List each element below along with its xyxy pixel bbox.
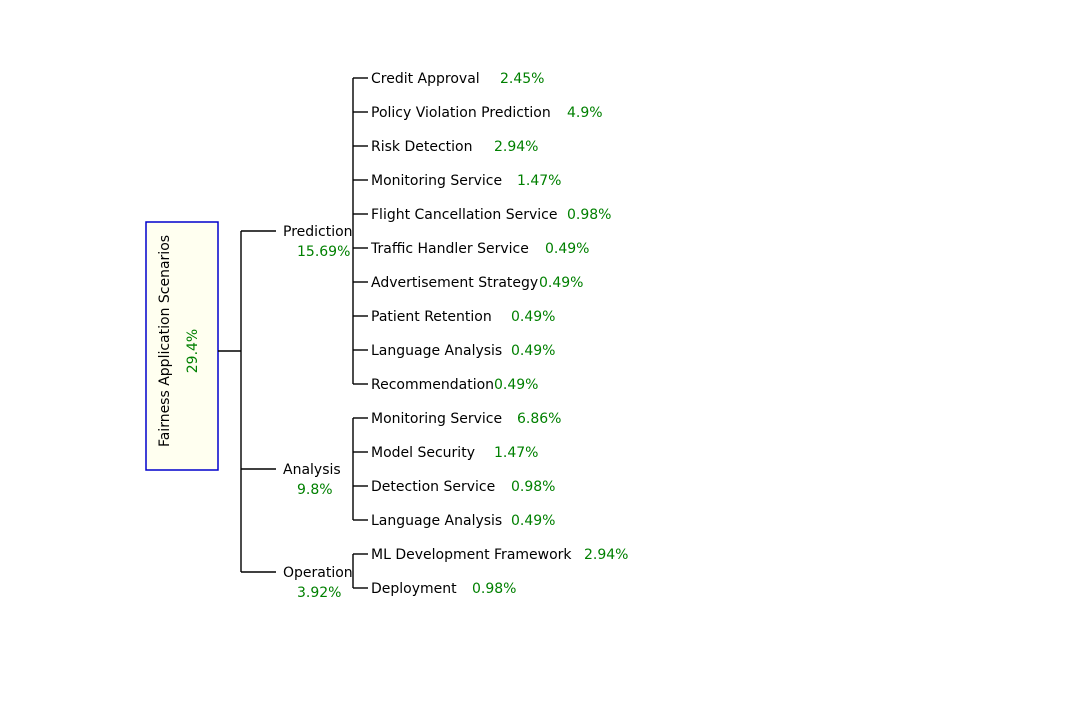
- leaf-percent: 0.49%: [511, 309, 555, 325]
- leaf-percent: 0.49%: [511, 513, 555, 529]
- category-label-analysis: Analysis: [283, 462, 341, 478]
- leaf-percent: 0.49%: [545, 241, 589, 257]
- root-box: [145, 221, 219, 471]
- root-label: Fairness Application Scenarios: [157, 235, 173, 447]
- leaf-label: Deployment: [371, 581, 457, 597]
- leaf-label: Detection Service: [371, 479, 495, 495]
- root-percent: 29.4%: [185, 329, 201, 373]
- leaf-percent: 2.94%: [584, 547, 628, 563]
- leaf-percent: 1.47%: [517, 173, 561, 189]
- leaf-percent: 6.86%: [517, 411, 561, 427]
- leaf-percent: 0.98%: [472, 581, 516, 597]
- leaf-label: Credit Approval: [371, 71, 480, 87]
- leaf-percent: 1.47%: [494, 445, 538, 461]
- category-percent-prediction: 15.69%: [297, 244, 350, 260]
- leaf-percent: 2.45%: [500, 71, 544, 87]
- category-percent-analysis: 9.8%: [297, 482, 333, 498]
- category-label-operation: Operation: [283, 565, 353, 581]
- leaf-label: ML Development Framework: [371, 547, 572, 563]
- leaf-label: Model Security: [371, 445, 475, 461]
- leaf-label: Advertisement Strategy: [371, 275, 538, 291]
- leaf-percent: 2.94%: [494, 139, 538, 155]
- leaf-label: Policy Violation Prediction: [371, 105, 551, 121]
- leaf-label: Monitoring Service: [371, 173, 502, 189]
- category-label-prediction: Prediction: [283, 224, 353, 240]
- category-percent-operation: 3.92%: [297, 585, 341, 601]
- leaf-label: Patient Retention: [371, 309, 492, 325]
- leaf-label: Flight Cancellation Service: [371, 207, 557, 223]
- leaf-label: Traffic Handler Service: [370, 241, 529, 257]
- leaf-label: Recommendation: [371, 377, 494, 393]
- leaf-label: Language Analysis: [371, 343, 502, 359]
- leaf-percent: 0.49%: [511, 343, 555, 359]
- leaf-percent: 0.49%: [539, 275, 583, 291]
- leaf-label: Language Analysis: [371, 513, 502, 529]
- leaf-label: Monitoring Service: [371, 411, 502, 427]
- tree-layer: Prediction 15.69% Credit Approval 2.45% Poli…: [241, 71, 628, 601]
- leaf-percent: 0.49%: [494, 377, 538, 393]
- leaf-percent: 0.98%: [511, 479, 555, 495]
- leaf-percent: 4.9%: [567, 105, 603, 121]
- leaf-percent: 0.98%: [567, 207, 611, 223]
- leaf-label: Risk Detection: [371, 139, 472, 155]
